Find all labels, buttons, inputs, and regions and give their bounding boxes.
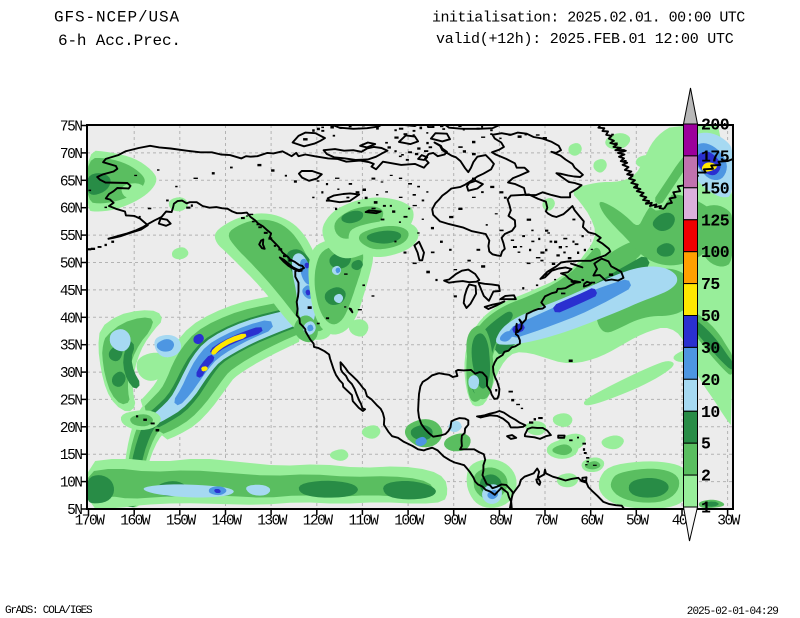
svg-text:10: 10: [701, 403, 720, 422]
svg-text:100W: 100W: [394, 514, 425, 530]
svg-text:2: 2: [701, 467, 710, 486]
svg-text:150W: 150W: [166, 514, 197, 530]
svg-text:60N: 60N: [60, 202, 82, 218]
svg-text:1: 1: [701, 499, 711, 518]
svg-text:15N: 15N: [60, 448, 82, 464]
svg-text:50N: 50N: [60, 257, 82, 273]
svg-text:70W: 70W: [535, 514, 558, 530]
svg-text:170W: 170W: [75, 514, 106, 530]
svg-text:30N: 30N: [60, 366, 82, 382]
svg-text:175: 175: [701, 147, 730, 166]
svg-text:20: 20: [701, 371, 720, 390]
svg-text:50: 50: [701, 307, 720, 326]
svg-text:20N: 20N: [60, 421, 82, 437]
svg-text:100: 100: [701, 243, 729, 262]
svg-text:6-h Acc.Prec.: 6-h Acc.Prec.: [58, 32, 181, 50]
svg-text:initialisation: 2025.02.01. 0: initialisation: 2025.02.01. 00:00 UTC: [432, 10, 745, 27]
svg-text:GFS-NCEP/USA: GFS-NCEP/USA: [54, 9, 180, 27]
svg-text:110W: 110W: [348, 514, 379, 530]
svg-text:5N: 5N: [67, 503, 82, 519]
svg-text:GrADS: COLA/IGES: GrADS: COLA/IGES: [5, 605, 93, 617]
svg-text:90W: 90W: [443, 514, 466, 530]
svg-text:75N: 75N: [60, 120, 82, 136]
svg-text:200: 200: [701, 116, 729, 135]
svg-text:70N: 70N: [60, 147, 82, 163]
svg-text:140W: 140W: [212, 514, 243, 530]
svg-text:10N: 10N: [60, 476, 82, 492]
svg-text:125: 125: [701, 211, 730, 230]
svg-text:130W: 130W: [257, 514, 288, 530]
svg-text:65N: 65N: [60, 174, 82, 190]
svg-text:55N: 55N: [60, 229, 82, 245]
svg-text:50W: 50W: [626, 514, 649, 530]
svg-text:35N: 35N: [60, 339, 82, 355]
svg-text:30W: 30W: [717, 514, 740, 530]
svg-text:30: 30: [701, 339, 720, 358]
svg-text:2025-02-01-04:29: 2025-02-01-04:29: [687, 606, 779, 618]
svg-text:75: 75: [701, 275, 720, 294]
svg-text:80W: 80W: [489, 514, 512, 530]
svg-text:5: 5: [701, 435, 711, 454]
svg-text:45N: 45N: [60, 284, 82, 300]
svg-text:valid(+12h): 2025.FEB.01 12:00: valid(+12h): 2025.FEB.01 12:00 UTC: [436, 31, 734, 48]
svg-text:25N: 25N: [60, 393, 82, 409]
svg-text:120W: 120W: [303, 514, 334, 530]
svg-text:150: 150: [701, 179, 729, 198]
svg-text:40N: 40N: [60, 311, 82, 327]
svg-text:160W: 160W: [120, 514, 151, 530]
svg-text:60W: 60W: [580, 514, 603, 530]
